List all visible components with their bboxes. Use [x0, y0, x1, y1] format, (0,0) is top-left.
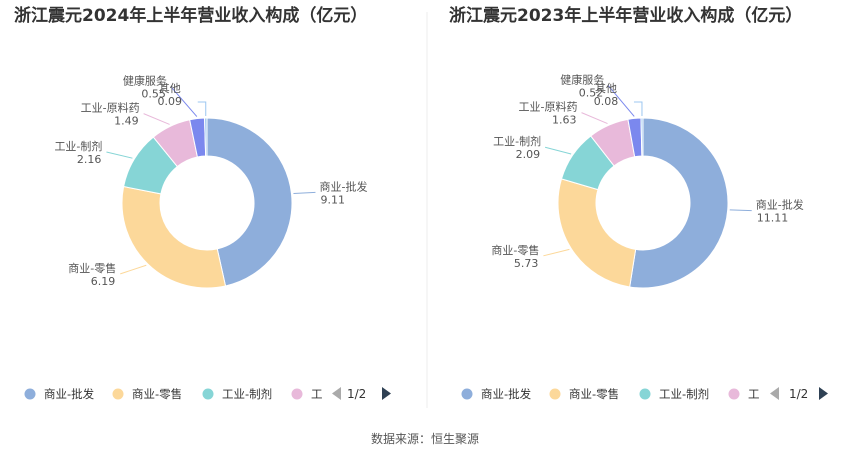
slice-label-value: 0.09 — [157, 95, 182, 108]
pager-next-icon[interactable] — [382, 387, 391, 400]
slice-label-value: 5.73 — [514, 257, 539, 270]
leader-line — [633, 101, 643, 117]
slice-label-value: 6.19 — [91, 275, 116, 288]
slice-label-name: 工业-原料药 — [81, 101, 140, 115]
legend-swatch — [728, 388, 740, 400]
chart-panel-2023: 浙江震元2023年上半年营业收入构成（亿元） 商业-批发11.11商业-零售5.… — [449, 5, 828, 401]
slice-label-name: 健康服务 — [123, 74, 167, 88]
legend-pager: 1/2 — [770, 387, 828, 401]
legend-swatch — [202, 388, 214, 400]
leader-line — [197, 101, 207, 117]
legend-swatch — [24, 388, 36, 400]
data-source: 数据来源：恒生聚源 — [371, 431, 479, 446]
slice-label-value: 0.55 — [141, 88, 166, 101]
slice-label-name: 工业-原料药 — [519, 100, 578, 114]
slice-label-name: 商业-批发 — [319, 179, 367, 193]
donut-chart — [121, 117, 293, 289]
pager-label: 1/2 — [789, 387, 808, 401]
donut-slice-lingshou[interactable] — [121, 185, 227, 289]
donut-slice-qita[interactable] — [204, 117, 208, 157]
slice-label-value: 1.63 — [552, 114, 577, 127]
leader-line — [106, 151, 133, 159]
legend-item-label[interactable]: 工 — [748, 387, 760, 401]
slice-label-name: 商业-批发 — [756, 198, 804, 212]
legend-swatch — [112, 388, 124, 400]
legend-swatch — [461, 388, 473, 400]
legend-item-label[interactable]: 商业-零售 — [569, 387, 619, 401]
legend-item-label[interactable]: 商业-批发 — [481, 387, 532, 401]
leader-line — [293, 191, 316, 194]
pager-label: 1/2 — [347, 387, 366, 401]
slice-label-name: 其他 — [595, 82, 617, 95]
legend-swatch — [639, 388, 651, 400]
pager-prev-icon[interactable] — [770, 387, 779, 400]
donut-slice-pifa[interactable] — [206, 117, 293, 287]
pager-next-icon[interactable] — [819, 387, 828, 400]
legend-item-label[interactable]: 商业-零售 — [132, 387, 182, 401]
pager-prev-icon[interactable] — [332, 387, 341, 400]
legend-item-label[interactable]: 工业-制剂 — [659, 387, 709, 401]
chart-panel-2024: 浙江震元2024年上半年营业收入构成（亿元） 商业-批发9.11商业-零售6.1… — [14, 5, 391, 401]
slice-label-name: 工业-制剂 — [54, 139, 102, 153]
legend: 商业-批发 商业-零售 工业-制剂 工 — [461, 387, 760, 401]
slice-label-name: 工业-制剂 — [493, 134, 541, 148]
leader-line — [607, 85, 635, 117]
slice-label-value: 0.52 — [579, 87, 604, 100]
donut-slice-qita[interactable] — [640, 117, 644, 157]
leader-line — [543, 248, 570, 257]
slice-label-name: 其他 — [159, 82, 181, 95]
slice-label-name: 商业-零售 — [68, 261, 116, 275]
slice-label-value: 11.11 — [757, 212, 789, 225]
legend-swatch — [549, 388, 561, 400]
slice-label-name: 商业-零售 — [491, 243, 539, 257]
slice-label-value: 1.49 — [114, 115, 139, 128]
chart-title: 浙江震元2024年上半年营业收入构成（亿元） — [14, 5, 367, 26]
slice-label-name: 健康服务 — [560, 73, 604, 87]
slice-label-value: 2.16 — [77, 153, 102, 166]
legend-pager: 1/2 — [332, 387, 391, 401]
leader-line — [120, 264, 147, 275]
slice-label-value: 2.09 — [516, 148, 541, 161]
slice-label-value: 0.08 — [594, 95, 619, 108]
legend-item-label[interactable]: 工 — [311, 387, 323, 401]
legend-item-label[interactable]: 工业-制剂 — [222, 387, 272, 401]
leader-line — [729, 209, 752, 212]
leader-line — [544, 146, 572, 155]
leader-line — [581, 112, 608, 125]
leader-line — [143, 113, 170, 125]
legend-swatch — [291, 388, 303, 400]
legend-item-label[interactable]: 商业-批发 — [44, 387, 95, 401]
chart-title: 浙江震元2023年上半年营业收入构成（亿元） — [449, 5, 802, 26]
donut-chart — [557, 117, 729, 289]
legend: 商业-批发 商业-零售 工业-制剂 工 — [24, 387, 323, 401]
donut-slice-lingshou[interactable] — [557, 178, 637, 288]
slice-label-value: 9.11 — [320, 193, 345, 206]
leader-line — [170, 86, 198, 117]
donut-slice-pifa[interactable] — [629, 117, 729, 289]
